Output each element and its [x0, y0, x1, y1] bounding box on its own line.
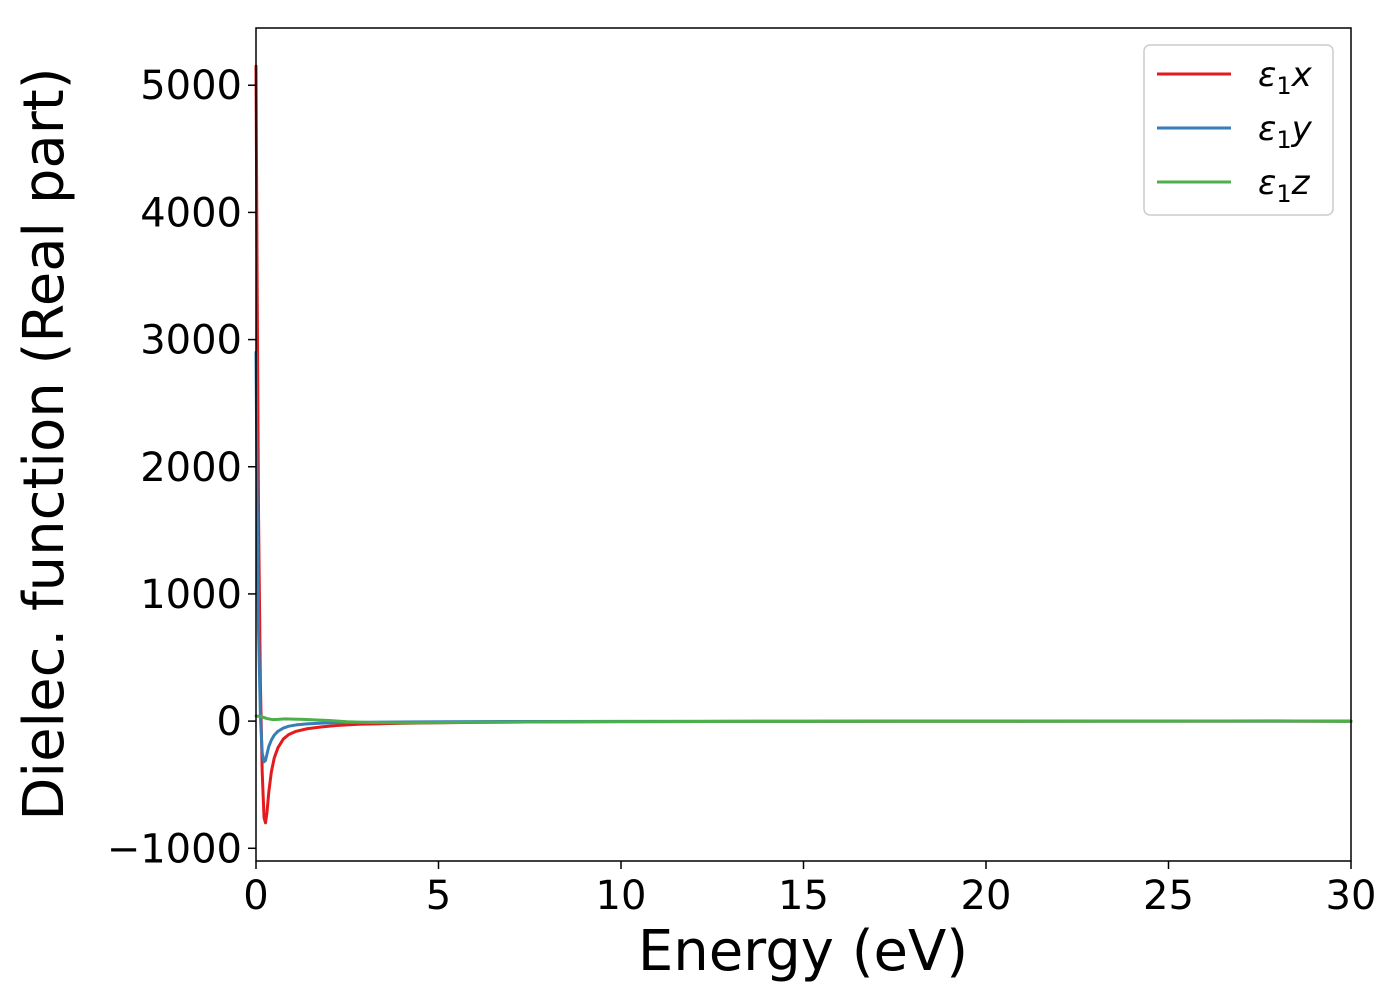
legend-box — [1143, 44, 1334, 216]
y-tick-label: 1000 — [140, 572, 242, 618]
y-tick-label: 5000 — [140, 63, 242, 109]
legend-label-component: x — [1291, 55, 1313, 95]
x-tick-label: 0 — [243, 873, 268, 919]
y-axis-label: Dielec. function (Real part) — [12, 67, 77, 820]
legend-label-subscript: 1 — [1276, 126, 1291, 154]
legend-label-symbol: ε — [1258, 163, 1276, 203]
y-tick-label: 0 — [217, 699, 242, 745]
x-tick-label: 15 — [778, 873, 829, 919]
legend-label-subscript: 1 — [1276, 180, 1291, 208]
legend-label-z: ε1z — [1258, 163, 1311, 208]
x-tick-label: 5 — [426, 873, 451, 919]
x-tick-label: 25 — [1143, 873, 1194, 919]
series-line-z — [254, 714, 1353, 725]
y-tick-label: 4000 — [140, 190, 242, 236]
y-ticks: −1000 0 1000 2000 3000 4000 5000 — [107, 63, 256, 872]
x-tick-label: 20 — [961, 873, 1012, 919]
y-tick-label: 3000 — [140, 318, 242, 364]
y-tick-label: −1000 — [107, 826, 242, 872]
legend-label-symbol: ε — [1258, 109, 1276, 149]
legend-label-component: z — [1291, 163, 1311, 203]
y-tick-label: 2000 — [140, 445, 242, 491]
x-ticks: 0 5 10 15 20 25 30 — [243, 861, 1376, 919]
series-layer — [254, 64, 1353, 825]
x-tick-label: 10 — [596, 873, 647, 919]
legend-label-symbol: ε — [1258, 55, 1276, 95]
legend-label-x: ε1x — [1258, 55, 1313, 100]
legend-label-y: ε1y — [1258, 109, 1313, 154]
x-tick-label: 30 — [1326, 873, 1377, 919]
legend-label-subscript: 1 — [1276, 72, 1291, 100]
x-axis-label: Energy (eV) — [638, 919, 968, 984]
legend-label-component: y — [1291, 109, 1313, 149]
